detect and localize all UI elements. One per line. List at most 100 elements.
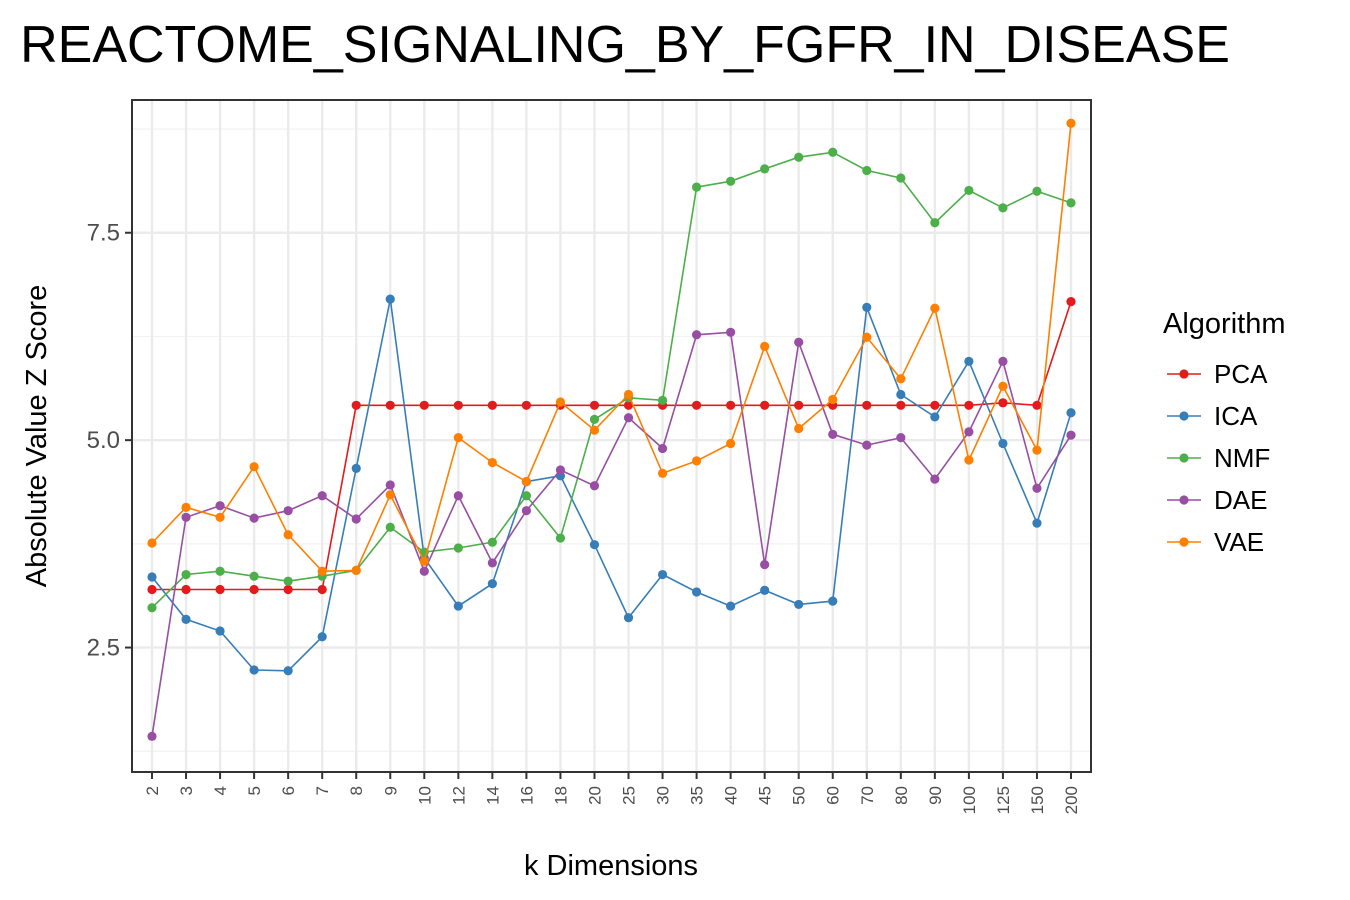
data-point-nmf	[555, 533, 566, 543]
data-point-nmf	[147, 603, 157, 613]
data-point-ica	[589, 540, 600, 550]
data-point-pca	[317, 584, 327, 595]
data-point-ica	[930, 412, 940, 422]
data-point-ica	[760, 585, 770, 595]
x-tick-label: 5	[245, 786, 264, 795]
data-point-nmf	[794, 152, 804, 162]
x-tick-label: 18	[551, 786, 570, 805]
data-point-ica	[385, 294, 395, 304]
data-point-ica	[317, 632, 327, 642]
x-tick-label: 45	[756, 786, 775, 805]
data-point-pca	[691, 400, 702, 410]
y-axis-title: Absolute Value Z Score	[21, 285, 53, 588]
data-point-ica	[862, 302, 872, 313]
x-axis-title: k Dimensions	[524, 850, 698, 882]
data-point-vae	[1066, 118, 1076, 128]
x-tick-label: 90	[926, 786, 945, 805]
data-point-ica	[215, 626, 225, 636]
legend-key-point	[1179, 453, 1189, 463]
legend-label: ICA	[1214, 401, 1258, 431]
data-point-vae	[419, 556, 429, 566]
x-tick-label: 14	[483, 786, 502, 805]
data-point-pca	[487, 400, 497, 410]
data-point-vae	[215, 512, 225, 522]
data-point-ica	[726, 601, 736, 611]
data-point-vae	[726, 438, 736, 449]
x-tick-label: 6	[279, 786, 298, 795]
data-point-vae	[760, 341, 770, 351]
data-point-vae	[487, 457, 497, 468]
data-point-ica	[794, 599, 804, 610]
data-point-pca	[147, 584, 157, 595]
data-point-dae	[589, 481, 600, 491]
legend-label: PCA	[1214, 359, 1268, 389]
x-tick-label: 150	[1028, 786, 1047, 814]
legend-label: VAE	[1214, 527, 1264, 557]
data-point-ica	[691, 587, 702, 597]
data-point-ica	[249, 665, 259, 675]
data-point-pca	[521, 400, 532, 410]
data-point-dae	[862, 440, 872, 450]
x-tick-label: 35	[688, 786, 707, 805]
x-tick-label: 20	[585, 786, 604, 805]
data-point-dae	[419, 566, 429, 576]
data-point-dae	[555, 465, 566, 475]
data-point-vae	[896, 374, 906, 384]
series-ica	[147, 294, 1076, 676]
data-point-ica	[487, 579, 497, 589]
data-point-pca	[181, 584, 191, 595]
data-point-ica	[998, 438, 1008, 449]
data-point-pca	[453, 400, 463, 410]
x-tick-label: 3	[177, 786, 196, 795]
data-point-nmf	[964, 185, 974, 196]
data-point-vae	[181, 502, 191, 512]
x-tick-label: 16	[517, 786, 536, 805]
data-point-nmf	[930, 218, 940, 228]
x-tick-label: 4	[211, 786, 230, 795]
y-tick-label: 5.0	[87, 427, 120, 454]
data-point-pca	[385, 400, 395, 410]
x-tick-label: 80	[892, 786, 911, 805]
data-point-nmf	[828, 147, 838, 157]
data-point-ica	[657, 569, 668, 580]
data-point-vae	[521, 477, 532, 487]
data-point-dae	[657, 443, 668, 454]
x-tick-label: 9	[381, 786, 400, 795]
data-point-nmf	[691, 182, 702, 192]
data-point-nmf	[283, 576, 293, 586]
x-tick-label: 8	[347, 786, 366, 795]
data-point-dae	[691, 330, 702, 340]
data-point-dae	[726, 327, 736, 337]
data-point-dae	[249, 513, 259, 523]
data-point-pca	[726, 400, 736, 410]
plot-panel-border	[131, 99, 1092, 773]
data-point-vae	[385, 490, 395, 500]
data-point-ica	[1032, 518, 1042, 528]
data-point-pca	[249, 584, 259, 595]
data-point-vae	[964, 455, 974, 465]
legend-key-point	[1179, 411, 1189, 421]
data-point-pca	[623, 400, 634, 410]
data-point-ica	[181, 614, 191, 624]
data-point-dae	[760, 559, 770, 570]
data-point-dae	[930, 474, 940, 484]
data-point-vae	[249, 462, 259, 472]
data-point-pca	[215, 584, 225, 595]
data-point-ica	[147, 572, 157, 582]
x-tick-label: 25	[620, 786, 639, 805]
data-point-nmf	[896, 173, 906, 183]
data-point-vae	[657, 468, 668, 478]
data-point-ica	[351, 463, 361, 473]
series-dae	[147, 327, 1076, 741]
data-point-pca	[283, 584, 293, 595]
series-line-nmf	[151, 151, 1072, 609]
data-point-pca	[760, 400, 770, 410]
data-point-nmf	[521, 491, 532, 501]
data-point-vae	[862, 332, 872, 342]
data-point-pca	[351, 400, 361, 410]
series-line-pca	[152, 301, 1072, 591]
series-pca	[147, 297, 1076, 595]
x-tick-label: 50	[790, 786, 809, 805]
data-point-nmf	[215, 566, 225, 576]
